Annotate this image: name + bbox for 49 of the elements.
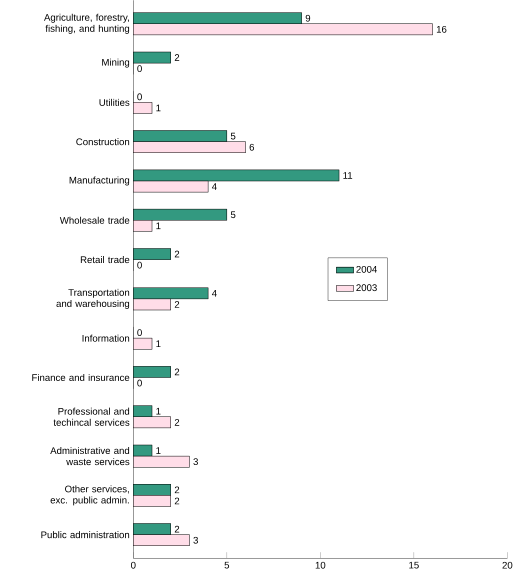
data-label: 2 bbox=[174, 250, 180, 258]
data-label: 2 bbox=[174, 526, 180, 532]
data-label: 16 bbox=[436, 26, 446, 33]
y-tick-label: Administrative and waste services bbox=[50, 446, 130, 466]
legend-label: 2003 bbox=[356, 284, 377, 292]
data-label: 2 bbox=[174, 368, 180, 376]
y-tick-label: Manufacturing bbox=[70, 176, 130, 186]
y-tick-label: Transportation and warehousing bbox=[56, 288, 130, 309]
data-label: 6 bbox=[250, 144, 254, 151]
y-tick-label: Other services, exc. public admin. bbox=[50, 485, 129, 506]
data-label: 1 bbox=[156, 340, 160, 348]
data-label: 3 bbox=[193, 536, 198, 544]
y-tick-label: Information bbox=[82, 334, 130, 342]
y-tick-label: Utilities bbox=[100, 98, 130, 106]
data-label: 2 bbox=[174, 498, 180, 504]
x-tick-label: 5 bbox=[224, 562, 230, 569]
data-label: 1 bbox=[156, 104, 160, 112]
y-tick-label: Mining bbox=[102, 58, 130, 68]
x-tick-label: 0 bbox=[130, 562, 136, 569]
data-label: 0 bbox=[137, 93, 142, 100]
data-label: 1 bbox=[156, 408, 160, 415]
data-label: 3 bbox=[193, 458, 198, 466]
data-label: 5 bbox=[230, 132, 236, 140]
y-tick-label: Retail trade bbox=[80, 256, 130, 264]
data-label: 4 bbox=[212, 290, 217, 297]
data-label: 2 bbox=[174, 301, 180, 308]
legend-label: 2004 bbox=[356, 266, 377, 273]
data-label: 0 bbox=[137, 65, 142, 72]
data-label: 2 bbox=[174, 486, 180, 494]
x-tick-label: 10 bbox=[316, 562, 326, 569]
data-label: 5 bbox=[230, 211, 236, 218]
y-tick-label: Finance and insurance bbox=[32, 374, 130, 382]
data-label: 2 bbox=[174, 54, 180, 61]
data-label: 0 bbox=[137, 262, 142, 269]
data-label: 2 bbox=[174, 418, 180, 426]
y-tick-label: Public administration bbox=[41, 531, 130, 538]
data-label: 4 bbox=[212, 183, 217, 190]
data-label: 9 bbox=[306, 14, 310, 22]
y-tick-label: Wholesale trade bbox=[60, 216, 130, 224]
data-label: 0 bbox=[137, 329, 142, 336]
data-label: 0 bbox=[137, 380, 142, 386]
data-label: 1 bbox=[156, 447, 160, 454]
y-tick-label: Professional and techincal services bbox=[54, 408, 130, 426]
data-label: 11 bbox=[343, 172, 352, 179]
data-label: 1 bbox=[156, 222, 160, 230]
x-tick-label: 20 bbox=[502, 562, 512, 569]
y-tick-label: Construction bbox=[76, 138, 130, 146]
y-tick-label: Agriculture, forestry, fishing, and hunting bbox=[44, 14, 130, 34]
x-tick-label: 15 bbox=[409, 562, 419, 569]
